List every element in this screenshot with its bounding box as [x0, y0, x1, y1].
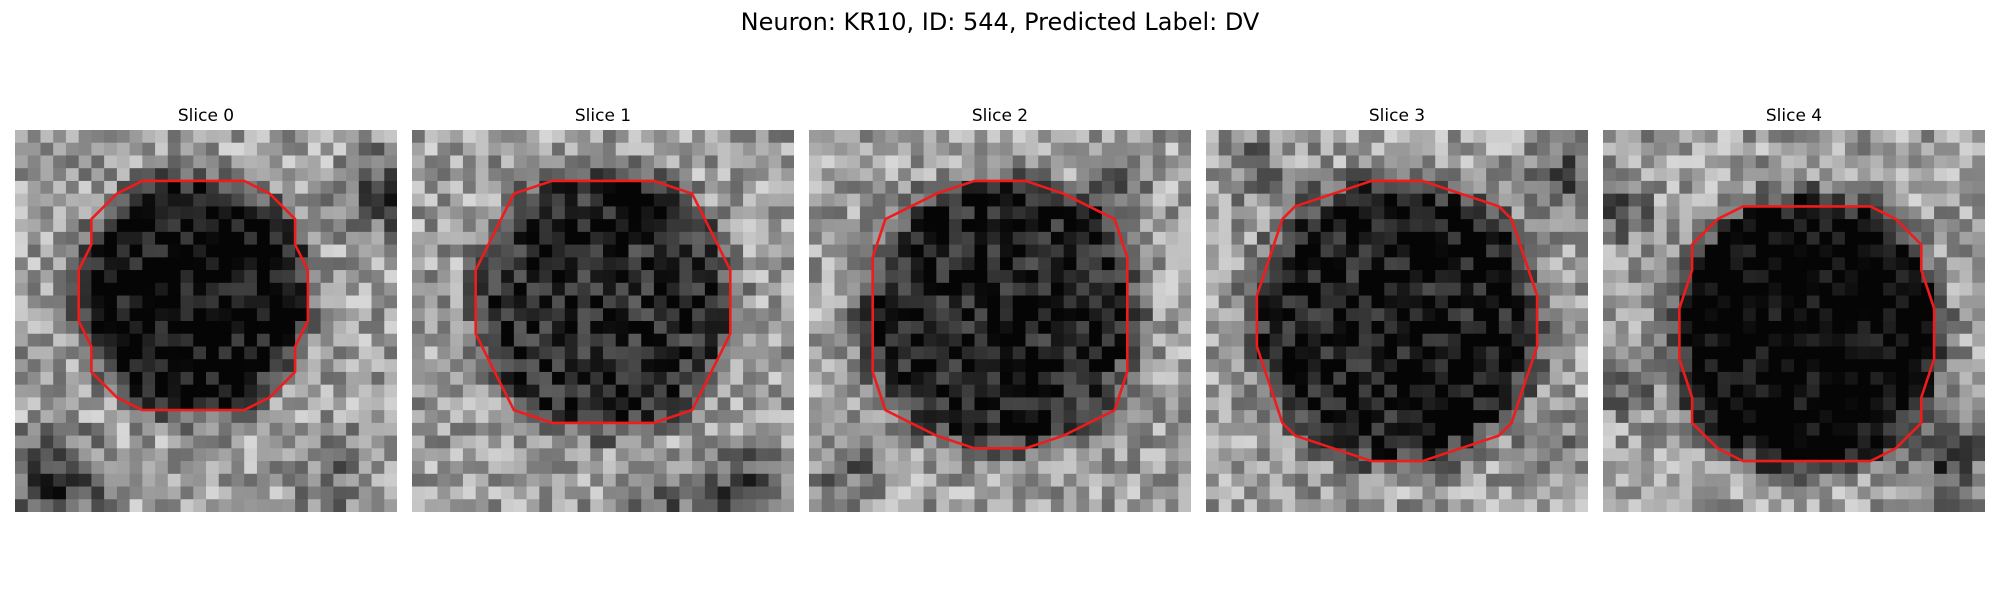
slice-title-4: Slice 4 [1765, 106, 1823, 126]
slice-image-2 [809, 130, 1191, 512]
slice-title-3: Slice 3 [1368, 106, 1426, 126]
pixel-grid [1206, 130, 1588, 512]
roi-contour [474, 179, 732, 425]
slice-title-2: Slice 2 [971, 106, 1029, 126]
slice-panel-1: Slice 1 [412, 106, 794, 512]
roi-contour [871, 179, 1129, 450]
figure-title: Neuron: KR10, ID: 544, Predicted Label: … [740, 8, 1260, 36]
slice-panel-4: Slice 4 [1603, 106, 1985, 512]
pixel-grid [412, 130, 794, 512]
slice-image-0 [15, 130, 397, 512]
roi-contour [1678, 205, 1936, 463]
pixel-grid [15, 130, 397, 512]
pixel-grid [1603, 130, 1985, 512]
slice-title-1: Slice 1 [574, 106, 632, 126]
slice-panel-3: Slice 3 [1206, 106, 1588, 512]
roi-contour [1255, 179, 1539, 463]
slice-panel-2: Slice 2 [809, 106, 1191, 512]
slice-image-4 [1603, 130, 1985, 512]
slice-image-1 [412, 130, 794, 512]
slice-image-3 [1206, 130, 1588, 512]
slice-panel-0: Slice 0 [15, 106, 397, 512]
pixel-grid [809, 130, 1191, 512]
slice-title-0: Slice 0 [177, 106, 235, 126]
roi-contour [77, 179, 310, 412]
